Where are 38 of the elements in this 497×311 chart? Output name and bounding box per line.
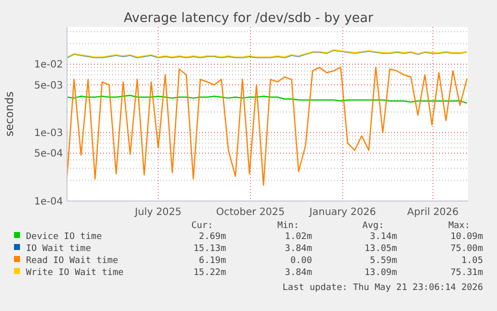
text: 0.00 xyxy=(290,256,312,266)
text: 13.09m xyxy=(364,268,397,278)
text: 15.22m xyxy=(193,268,226,278)
legend-label: Device IO time xyxy=(26,232,102,242)
text: 2.69m xyxy=(198,232,226,242)
x-tick-label: July 2025 xyxy=(134,207,182,218)
y-tick-label: 1e-02 xyxy=(34,60,63,71)
text: 75.31m xyxy=(450,268,483,278)
text: Max: xyxy=(448,221,470,231)
text: 75.00m xyxy=(450,244,483,254)
text: 3.14m xyxy=(370,232,397,242)
legend-label: Write IO Wait time xyxy=(26,268,124,278)
y-tick-label: 5e-04 xyxy=(34,148,63,160)
y-tick-label: 1e-03 xyxy=(34,128,63,140)
text: 1.02m xyxy=(284,232,312,242)
text: 3.84m xyxy=(284,268,312,278)
line-series xyxy=(66,66,468,186)
chart-title: Average latency for /dev/sdb - by year xyxy=(124,11,374,26)
text: 10.09m xyxy=(450,232,483,242)
x-tick-label: October 2025 xyxy=(216,207,285,218)
text: 5.59m xyxy=(370,256,397,266)
legend-label: IO Wait time xyxy=(26,244,92,254)
text: 13.05m xyxy=(364,244,397,254)
text: 6.19m xyxy=(198,256,226,266)
y-tick-label: 1e-04 xyxy=(34,196,63,208)
y-tick-label: 5e-03 xyxy=(34,80,63,92)
text: Last update: Thu May 21 23:06:14 2026 xyxy=(282,283,483,293)
line-series xyxy=(66,94,468,104)
legend-label: Read IO Wait time xyxy=(26,256,118,266)
text: 1.05 xyxy=(461,256,483,266)
x-tick-label: January 2026 xyxy=(308,207,376,218)
text: 15.13m xyxy=(193,244,226,254)
x-tick-label: April 2026 xyxy=(407,207,459,218)
y-axis-title: seconds xyxy=(3,91,16,136)
text: Avg: xyxy=(362,221,384,231)
text: Min: xyxy=(277,221,299,231)
text: Cur: xyxy=(191,221,213,231)
text: 3.84m xyxy=(284,244,312,254)
